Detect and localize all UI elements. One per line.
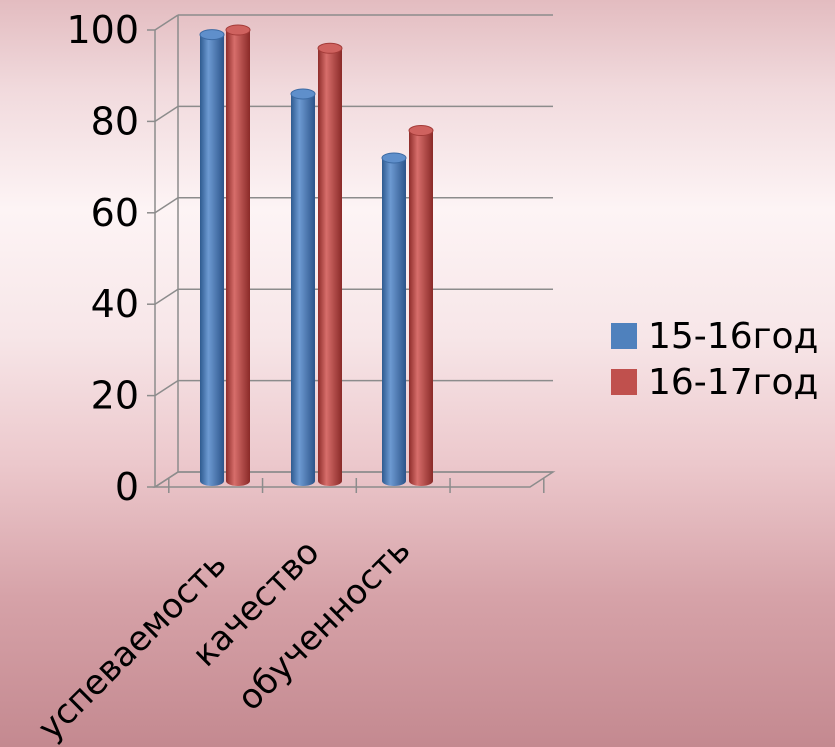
chart-bars (199, 24, 434, 486)
side-wall-gridline (154, 379, 179, 397)
bar-body (382, 157, 406, 481)
bar-body (409, 130, 433, 482)
side-wall-gridline (154, 288, 179, 305)
y-tick-label: 80 (91, 99, 139, 143)
bar-top (290, 88, 316, 100)
bar-base (382, 476, 406, 486)
chart-legend: 15-16год 16-17год (611, 316, 818, 403)
bar (408, 125, 434, 486)
bar-body (226, 30, 250, 481)
bar-base (291, 476, 315, 486)
legend-swatch (611, 323, 637, 349)
bar-base (409, 476, 433, 486)
bar (199, 29, 225, 486)
legend-label: 16-17год (648, 362, 818, 403)
bar-base (200, 476, 224, 486)
bar-top (199, 29, 225, 41)
bar-body (291, 93, 315, 481)
bar (381, 152, 407, 486)
y-tick-label: 0 (115, 465, 139, 509)
bar-base (318, 476, 342, 486)
bar-top (408, 125, 434, 137)
y-axis-tick-labels: 0 20 40 60 80 100 (66, 8, 139, 509)
bar (317, 42, 343, 486)
side-wall-gridline (154, 105, 179, 123)
bar-body (200, 34, 224, 481)
bar-body (318, 48, 342, 481)
bar-top (225, 24, 251, 36)
bar-top (381, 152, 407, 164)
side-wall-gridline (154, 197, 179, 214)
bar-top (317, 42, 343, 54)
y-tick-label: 20 (91, 374, 139, 418)
bar (290, 88, 316, 486)
y-tick-label: 60 (91, 191, 139, 235)
legend-swatch (611, 369, 637, 395)
legend-label: 15-16год (648, 316, 818, 357)
bar (225, 24, 251, 486)
chart-floor (152, 471, 556, 488)
side-wall-gridline (154, 14, 179, 31)
y-tick-label: 100 (66, 8, 139, 52)
bar-base (226, 476, 250, 486)
y-tick-label: 40 (91, 282, 139, 326)
